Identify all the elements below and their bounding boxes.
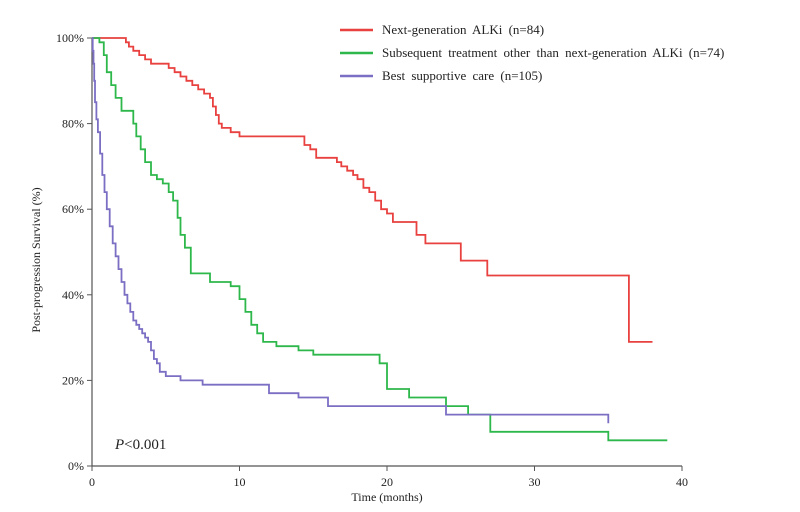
- ticks-layer: 0 10 20 30 40 0% 20% 40% 60% 80% 100%: [56, 31, 688, 489]
- p-value-annotation: P<0.001: [114, 437, 166, 453]
- series-line-3: [91, 37, 610, 424]
- x-tick-label: 10: [234, 475, 246, 489]
- x-tick-label: 30: [529, 475, 541, 489]
- x-axis-label: Time (months): [351, 490, 422, 504]
- axes-layer: [91, 38, 682, 467]
- series-line-1: [92, 37, 653, 343]
- legend-label-1: Next-generation ALKi (n=84): [382, 22, 544, 37]
- series-line-2: [92, 37, 668, 442]
- y-axis-label: Post-progression Survival (%): [29, 187, 43, 332]
- p-value-text: <0.001: [124, 437, 166, 453]
- y-tick-label: 80%: [62, 117, 84, 131]
- x-tick-label: 40: [676, 475, 688, 489]
- legend-label-3: Best supportive care (n=105): [382, 68, 542, 83]
- y-tick-label: 40%: [62, 288, 84, 302]
- legend-label-2: Subsequent treatment other than next-gen…: [382, 45, 724, 60]
- y-tick-label: 100%: [56, 31, 84, 45]
- legend: Next-generation ALKi (n=84) Subsequent tr…: [340, 22, 724, 83]
- y-tick-label: 60%: [62, 202, 84, 216]
- p-value-symbol: P: [114, 437, 124, 453]
- series-layer: [91, 37, 668, 442]
- x-tick-label: 0: [89, 475, 95, 489]
- y-tick-label: 20%: [62, 373, 84, 387]
- y-tick-label: 0%: [68, 459, 84, 473]
- x-tick-label: 20: [381, 475, 393, 489]
